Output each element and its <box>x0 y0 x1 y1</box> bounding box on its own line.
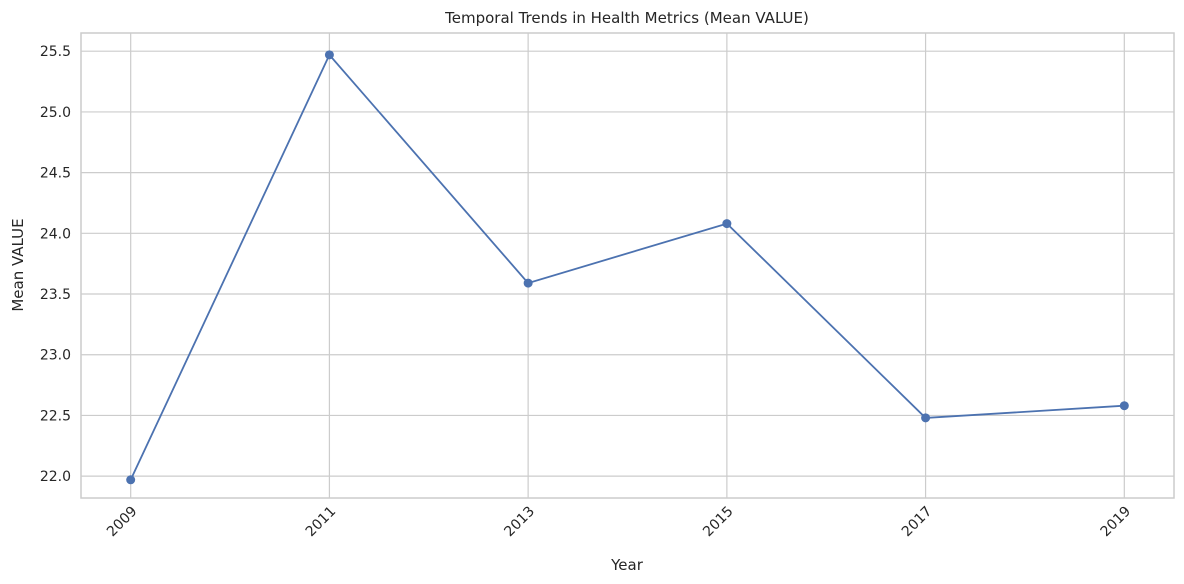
y-tick-labels: 22.0 22.5 23.0 23.5 24.0 24.5 25.0 25.5 <box>40 44 71 485</box>
x-tick-label: 2019 <box>1098 504 1135 541</box>
y-tick-label: 24.5 <box>40 166 71 182</box>
y-tick-label: 23.0 <box>40 348 71 364</box>
x-tick-label: 2013 <box>501 504 538 541</box>
series-layer <box>126 50 1129 485</box>
data-point <box>126 475 136 485</box>
data-point <box>921 413 931 423</box>
x-tick-label: 2011 <box>303 504 340 541</box>
x-tick-label: 2009 <box>104 504 141 541</box>
chart-title: Temporal Trends in Health Metrics (Mean … <box>444 9 809 27</box>
data-point <box>523 278 533 288</box>
y-tick-label: 25.0 <box>40 105 71 121</box>
y-axis-label: Mean VALUE <box>9 218 27 311</box>
x-axis-label: Year <box>610 556 644 574</box>
plot-area <box>80 32 1175 499</box>
data-point <box>324 50 334 60</box>
x-tick-labels: 2009 2011 2013 2015 2017 2019 <box>104 504 1134 541</box>
y-tick-label: 23.5 <box>40 287 71 303</box>
data-point <box>1119 401 1129 411</box>
y-tick-label: 22.0 <box>40 469 71 485</box>
y-tick-label: 22.5 <box>40 408 71 424</box>
series-line <box>129 53 1125 481</box>
data-point <box>722 219 732 229</box>
x-tick-label: 2015 <box>700 504 737 541</box>
x-tick-label: 2017 <box>899 504 936 541</box>
y-tick-label: 24.0 <box>40 226 71 242</box>
grid-lines <box>81 33 1174 498</box>
y-tick-label: 25.5 <box>40 44 71 60</box>
